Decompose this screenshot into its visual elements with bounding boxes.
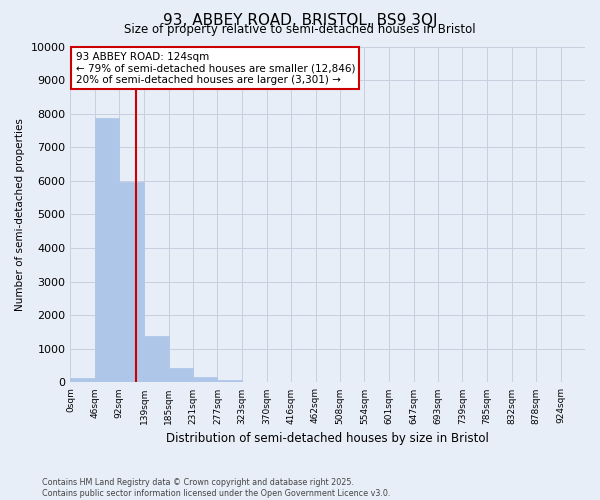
Text: 93, ABBEY ROAD, BRISTOL, BS9 3QJ: 93, ABBEY ROAD, BRISTOL, BS9 3QJ xyxy=(163,12,437,28)
Bar xyxy=(95,118,119,382)
Bar xyxy=(119,182,143,382)
Text: Contains HM Land Registry data © Crown copyright and database right 2025.
Contai: Contains HM Land Registry data © Crown c… xyxy=(42,478,391,498)
X-axis label: Distribution of semi-detached houses by size in Bristol: Distribution of semi-detached houses by … xyxy=(166,432,489,445)
Bar xyxy=(217,380,242,382)
Bar xyxy=(144,336,169,382)
Text: 93 ABBEY ROAD: 124sqm
← 79% of semi-detached houses are smaller (12,846)
20% of : 93 ABBEY ROAD: 124sqm ← 79% of semi-deta… xyxy=(76,52,355,84)
Bar xyxy=(169,368,193,382)
Text: Size of property relative to semi-detached houses in Bristol: Size of property relative to semi-detach… xyxy=(124,22,476,36)
Bar xyxy=(193,377,217,382)
Bar xyxy=(70,378,95,382)
Y-axis label: Number of semi-detached properties: Number of semi-detached properties xyxy=(15,118,25,311)
